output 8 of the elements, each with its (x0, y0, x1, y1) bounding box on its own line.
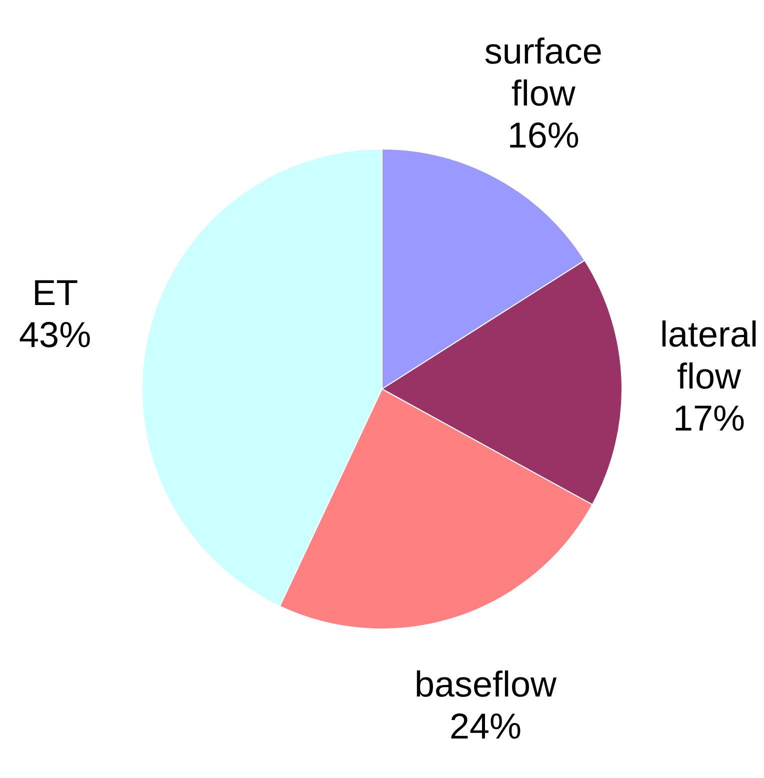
slice-label: baseflow (414, 664, 558, 705)
slice-label: lateral flow (660, 313, 758, 396)
data-label: 24% (449, 706, 522, 747)
data-label: 17% (672, 397, 746, 438)
slice-label: ET (32, 272, 78, 313)
data-label: 16% (507, 114, 580, 156)
data-label: 43% (19, 314, 92, 355)
slice-label: surface flow (484, 30, 602, 114)
